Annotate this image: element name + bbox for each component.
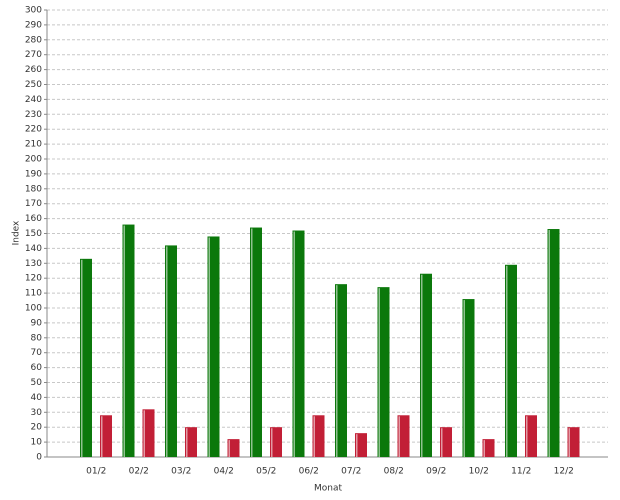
bar-highlight (186, 428, 188, 457)
y-axis-label: Index (12, 220, 22, 245)
bar (122, 224, 135, 457)
y-tick-label: 290 (25, 20, 42, 30)
bar (250, 227, 262, 457)
bar-highlight (463, 300, 465, 457)
y-tick-label: 90 (31, 318, 43, 328)
y-tick-label: 50 (31, 378, 43, 388)
bar (292, 230, 305, 457)
x-tick-label: 05/2 (256, 467, 276, 477)
y-tick-label: 250 (25, 80, 42, 90)
y-tick-label: 130 (25, 259, 42, 269)
y-tick-label: 280 (25, 35, 42, 45)
y-tick-label: 230 (25, 110, 42, 120)
y-tick-label: 80 (31, 333, 43, 343)
bar-highlight (441, 428, 443, 457)
bar (227, 439, 240, 457)
y-tick-label: 170 (25, 199, 42, 209)
y-tick-label: 150 (25, 229, 42, 239)
x-tick-label: 04/2 (214, 467, 234, 477)
bar (80, 258, 92, 457)
bar (440, 427, 452, 457)
bar-highlight (251, 228, 253, 457)
bar (547, 229, 560, 457)
y-tick-label: 120 (25, 274, 42, 284)
bar-highlight (208, 237, 210, 457)
bar-highlight (378, 288, 380, 457)
bar (312, 415, 325, 457)
bar (525, 415, 537, 457)
y-tick-label: 100 (25, 304, 42, 314)
x-tick-label: 06/2 (299, 467, 319, 477)
bar-highlight (166, 246, 168, 457)
bar-highlight (398, 416, 400, 457)
bar (142, 409, 155, 457)
x-tick-label: 09/2 (426, 467, 446, 477)
y-tick-label: 70 (31, 348, 43, 358)
bar (505, 264, 517, 457)
x-tick-label: 01/2 (86, 467, 106, 477)
x-axis-label: Monat (314, 484, 342, 494)
y-tick-label: 30 (31, 408, 43, 418)
bar (355, 433, 367, 457)
bar (397, 415, 410, 457)
bar (185, 427, 197, 457)
y-tick-label: 260 (25, 65, 42, 75)
bar (420, 273, 432, 457)
y-tick-label: 160 (25, 214, 42, 224)
x-tick-label: 12/2 (554, 467, 574, 477)
y-tick-label: 10 (31, 438, 43, 448)
bar (567, 427, 580, 457)
bar (165, 245, 177, 457)
x-tick-label: 11/2 (511, 467, 531, 477)
bar-highlight (293, 231, 295, 457)
y-tick-label: 0 (36, 453, 42, 463)
bar (482, 439, 495, 457)
y-tick-label: 40 (31, 393, 43, 403)
bar (270, 427, 282, 457)
y-tick-label: 270 (25, 50, 42, 60)
bar (335, 284, 347, 457)
y-tick-label: 210 (25, 140, 42, 150)
bar-highlight (271, 428, 273, 457)
y-tick-label: 180 (25, 184, 42, 194)
y-tick-label: 140 (25, 244, 42, 254)
bar-highlight (483, 440, 485, 457)
y-tick-label: 60 (31, 363, 43, 373)
y-tick-label: 300 (25, 6, 42, 16)
y-tick-label: 220 (25, 125, 42, 135)
bar-highlight (101, 416, 103, 457)
bar-highlight (421, 274, 423, 457)
x-tick-label: 03/2 (171, 467, 191, 477)
y-tick-label: 20 (31, 423, 43, 433)
bar-highlight (143, 410, 145, 457)
bar-highlight (568, 428, 570, 457)
bar (207, 236, 220, 457)
bar (377, 287, 390, 457)
bar-highlight (356, 434, 358, 457)
x-tick-label: 02/2 (129, 467, 149, 477)
y-tick-label: 190 (25, 169, 42, 179)
bar-highlight (313, 416, 315, 457)
bar-highlight (81, 259, 83, 457)
y-tick-label: 110 (25, 289, 42, 299)
bar (462, 299, 475, 457)
bar (100, 415, 112, 457)
bar-highlight (123, 225, 125, 457)
x-tick-label: 07/2 (341, 467, 361, 477)
bar-highlight (336, 285, 338, 457)
x-tick-label: 10/2 (469, 467, 489, 477)
x-tick-label: 08/2 (384, 467, 404, 477)
y-tick-label: 240 (25, 95, 42, 105)
bar-highlight (228, 440, 230, 457)
bar-highlight (548, 230, 550, 457)
bar-highlight (506, 265, 508, 457)
y-tick-label: 200 (25, 155, 42, 165)
bar-highlight (526, 416, 528, 457)
